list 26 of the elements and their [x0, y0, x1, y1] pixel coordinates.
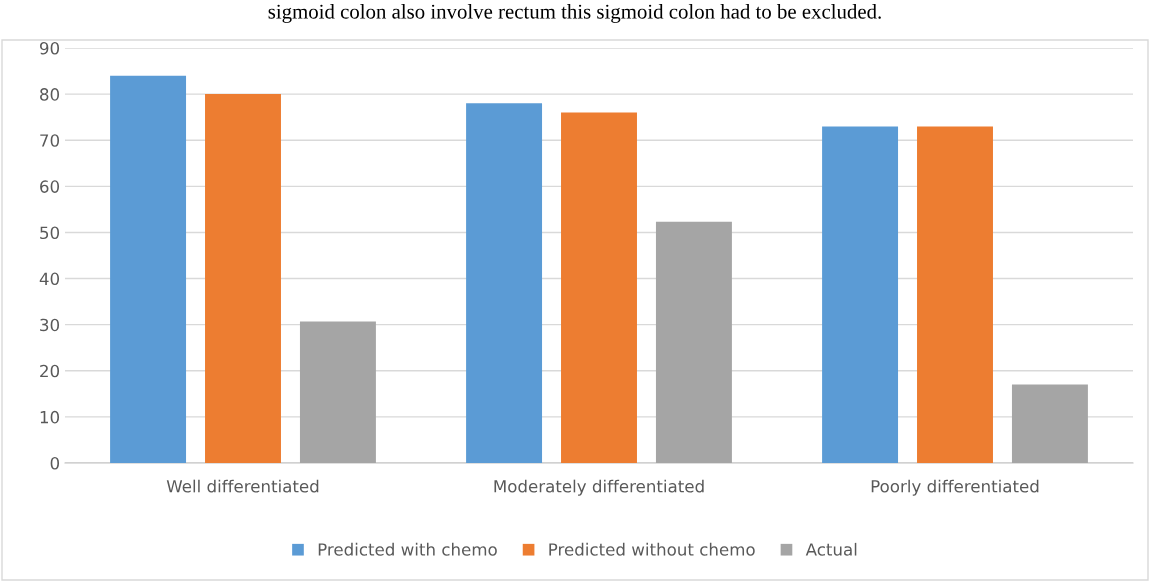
x-tick-label: Poorly differentiated	[871, 479, 1039, 496]
y-tick-label: 70	[40, 134, 60, 147]
text: sigmoid colon also involve rectum this sigmoid colon had to be excluded.	[268, 4, 881, 23]
y-tick-label: 20	[40, 364, 60, 378]
bar	[917, 126, 993, 463]
bar	[299, 321, 376, 463]
bar	[822, 126, 899, 463]
bar	[110, 75, 187, 463]
y-tick-label: 40	[39, 272, 60, 286]
bar	[466, 103, 543, 463]
y-tick-label: 90	[39, 41, 60, 55]
y-tick-label: 80	[40, 88, 60, 101]
bar	[655, 221, 732, 463]
y-tick-label: 50	[40, 226, 60, 240]
bar	[205, 94, 281, 463]
x-tick-label: Well differentiated	[166, 479, 319, 493]
x-tick-label: Moderately differentiated	[494, 479, 704, 496]
legend-label: Predicted with chemo	[318, 542, 497, 556]
y-tick-label: 10	[40, 410, 60, 424]
y-tick-label: 60	[40, 180, 60, 193]
bar	[1011, 384, 1088, 463]
y-tick-label: 30	[40, 318, 60, 332]
y-tick-label: 0	[50, 456, 60, 470]
legend-label: Actual	[805, 542, 857, 556]
legend-label: Predicted without chemo	[549, 542, 755, 556]
bar	[561, 112, 637, 463]
